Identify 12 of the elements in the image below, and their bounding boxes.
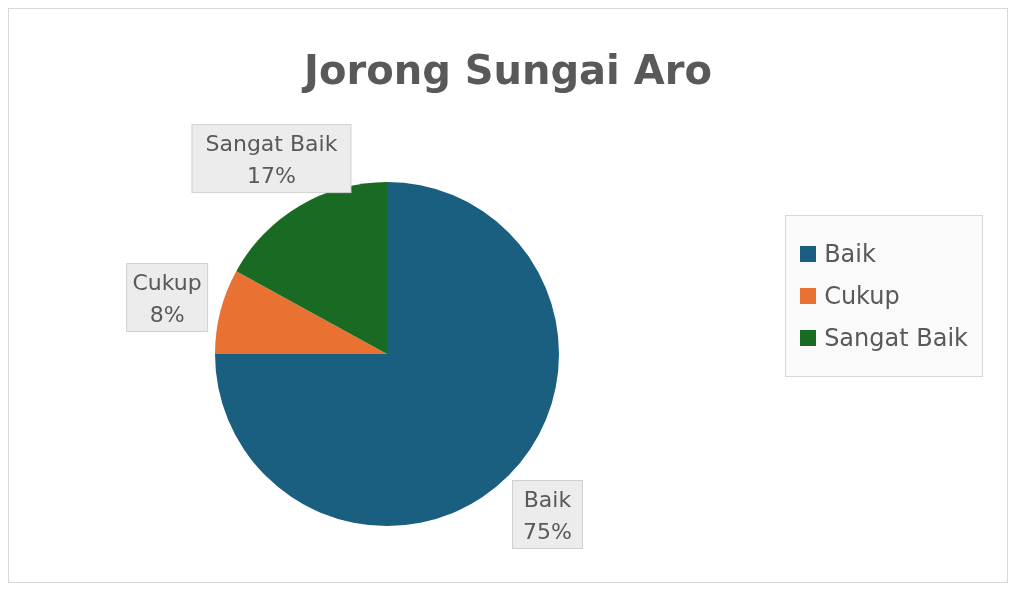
slice-label: Baik: [523, 486, 572, 512]
data-label: 8%: [149, 301, 185, 327]
data-label: 17%: [246, 162, 296, 188]
pie-slice: [236, 182, 387, 354]
slice-label: Cukup: [132, 269, 202, 295]
chart-title: Jorong Sungai Aro: [300, 47, 713, 93]
slice-label: Sangat Baik: [205, 130, 338, 156]
pie-slice: [215, 271, 387, 354]
data-label: 75%: [523, 518, 572, 544]
legend-label: Baik: [823, 239, 877, 268]
legend-label: Sangat Baik: [823, 323, 968, 352]
legend-label: Cukup: [823, 281, 901, 310]
